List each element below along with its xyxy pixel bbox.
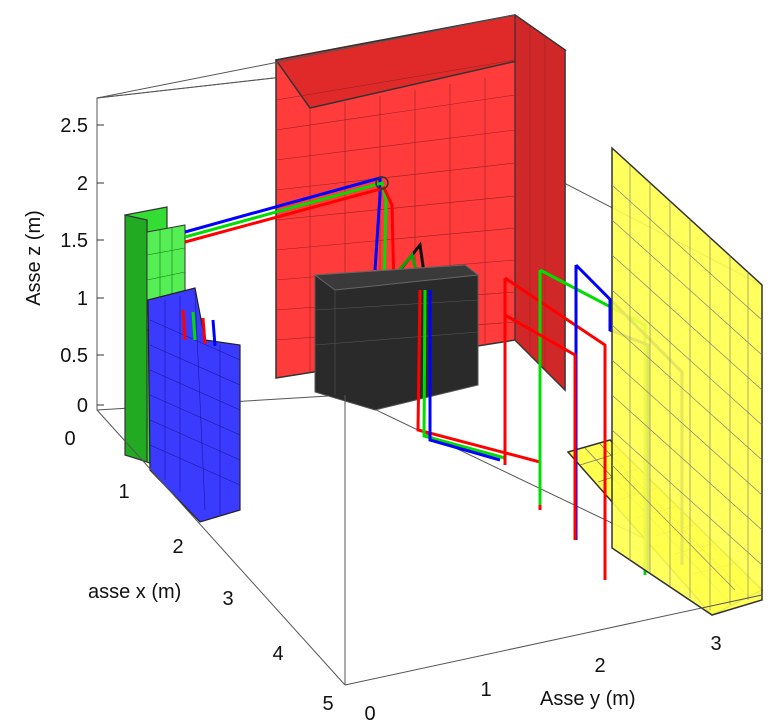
y-tick-label: 0 [364,703,375,724]
overhead-cables [184,176,427,291]
black-box [313,264,480,411]
z-tick-label: 1 [77,288,88,310]
x-axis-label: asse x (m) [88,581,181,603]
x-tick-label: 2 [172,536,183,558]
plot-box-front [96,14,763,686]
x-tick-label: 5 [322,693,333,715]
z-axis-tick-marks [97,124,104,406]
y-tick-label: 3 [710,633,721,655]
x-tick-label: 4 [272,643,283,665]
y-axis-label: Asse y (m) [540,688,636,710]
red-wall-panel [274,13,567,392]
x-tick-label: 3 [222,588,233,610]
x-tick-label: 0 [64,428,75,450]
z-axis-label: Asse z (m) [23,210,45,306]
z-tick-label: 0.5 [60,345,88,367]
z-tick-label: 1.5 [60,230,88,252]
z-tick-label: 2 [77,173,88,195]
y-tick-label: 1 [480,679,491,701]
blue-panel [147,287,241,523]
z-tick-label: 0 [77,395,88,417]
y-tick-label: 2 [594,655,605,677]
z-tick-label: 2.5 [60,115,88,137]
x-tick-label: 1 [118,481,129,503]
yellow-wall-panel [611,146,763,616]
